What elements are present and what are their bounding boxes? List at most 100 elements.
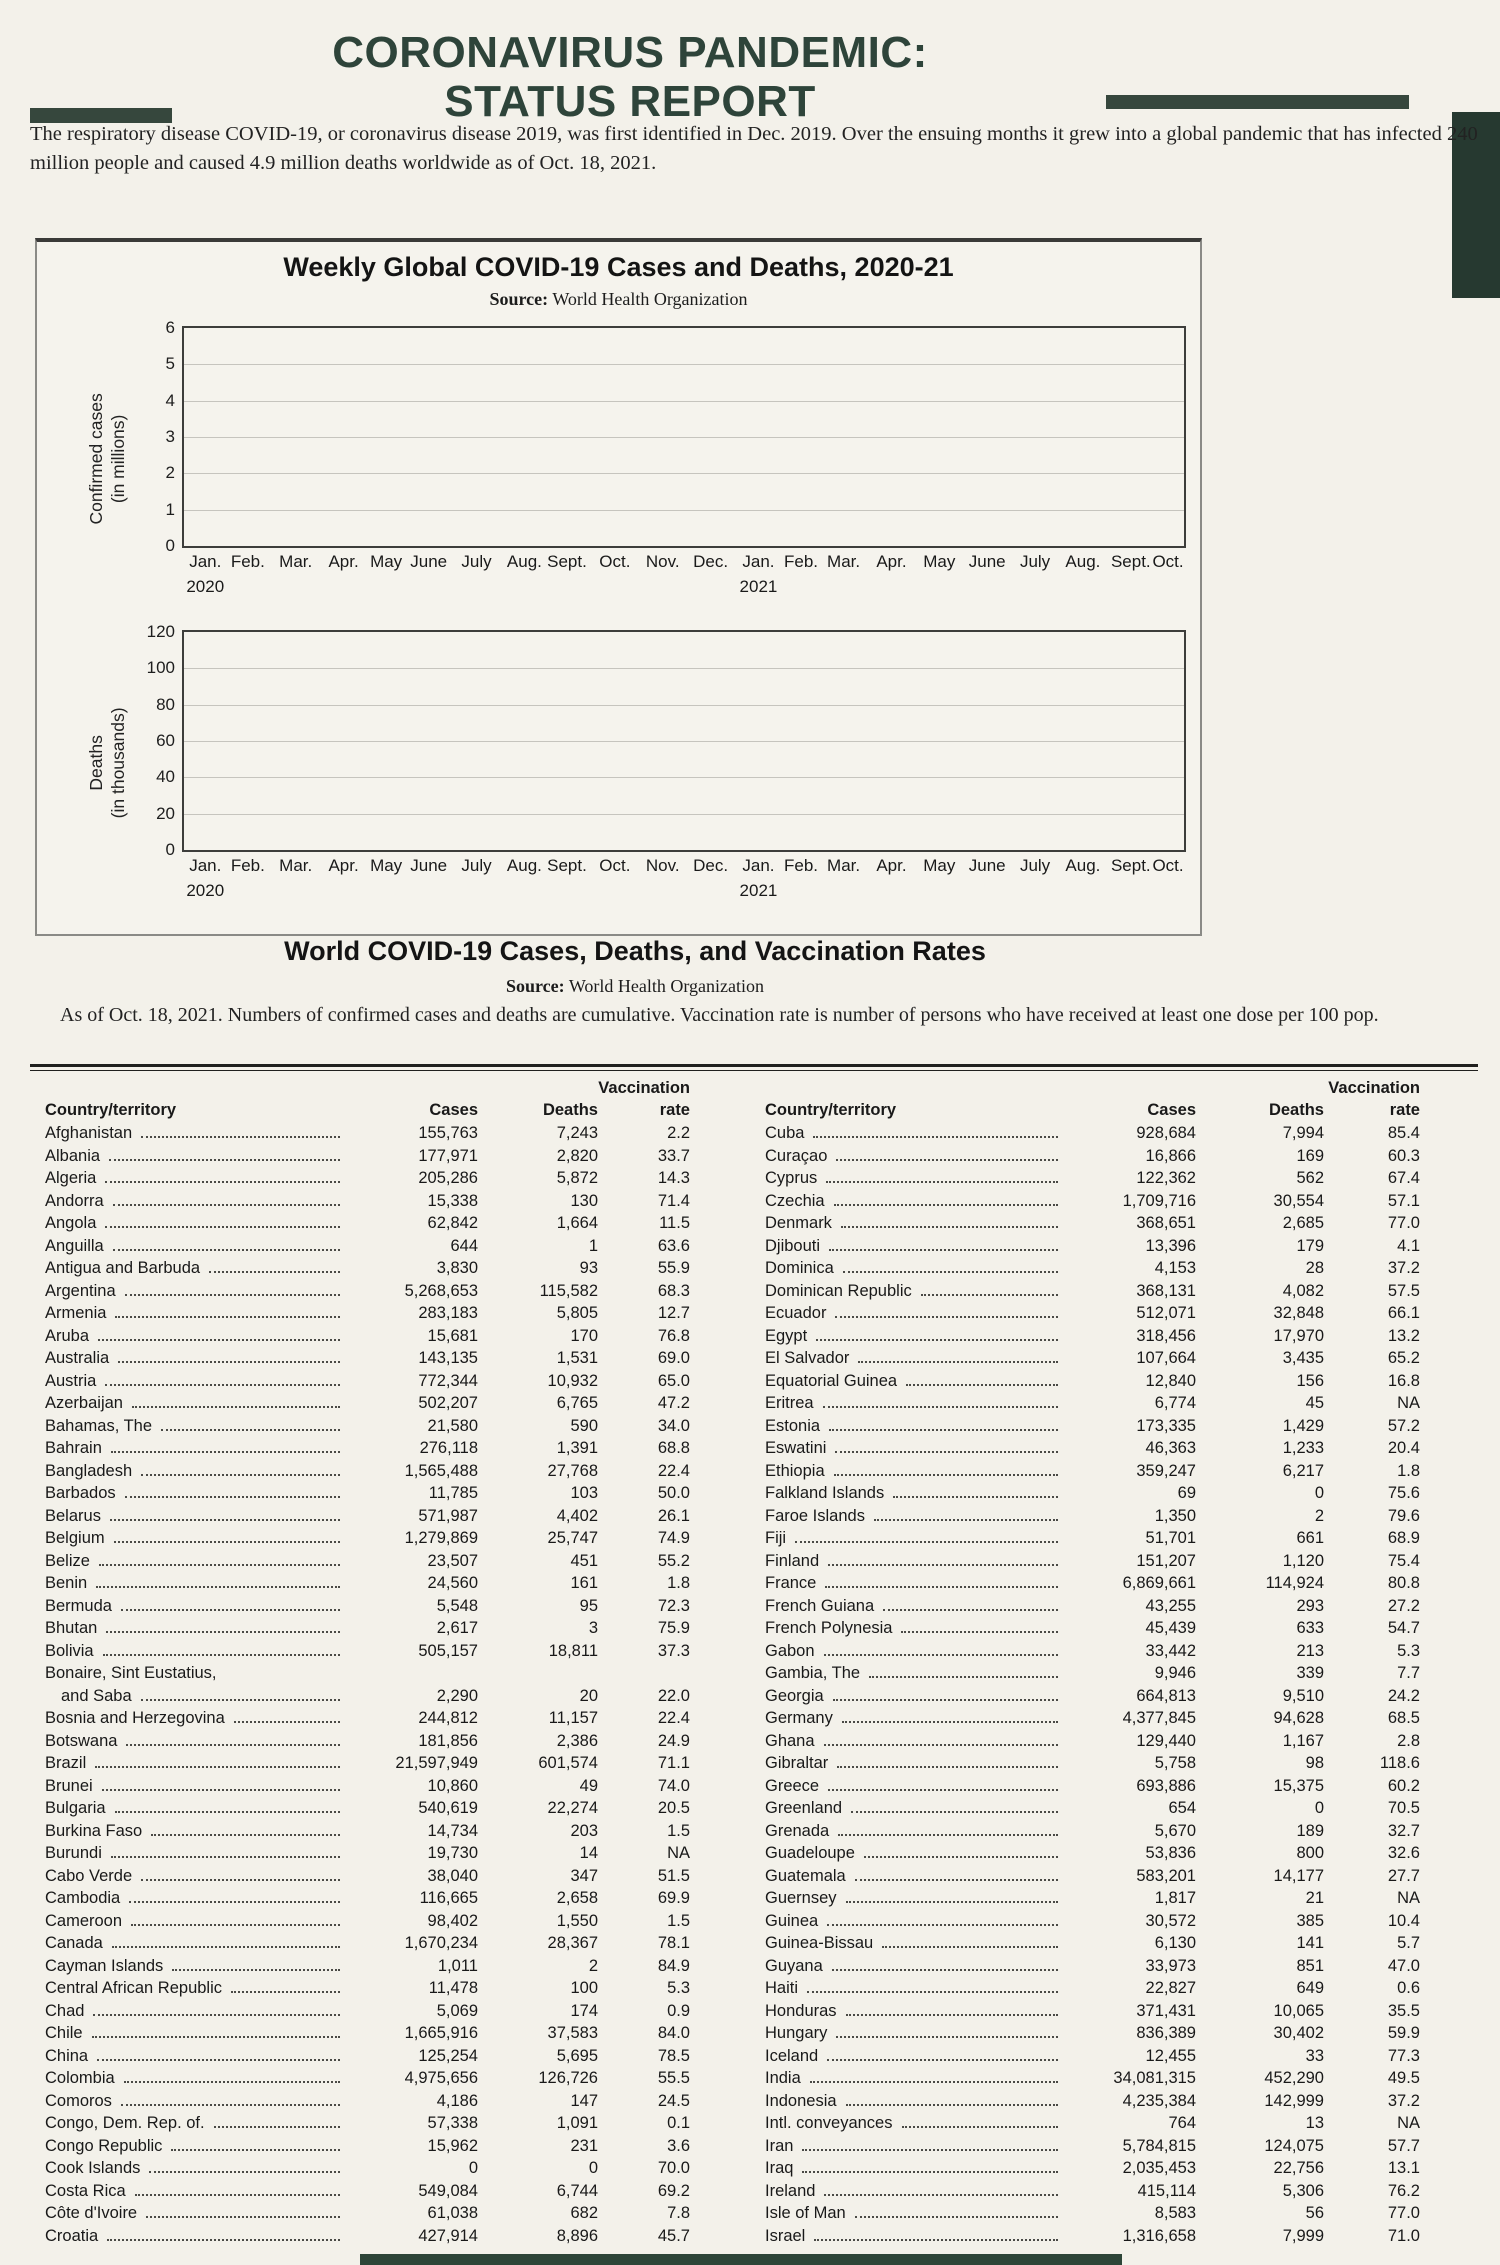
country-column-header: Country/territory <box>765 1101 897 1119</box>
table-row: Equatorial Guinea 12,840 156 16.8 <box>765 1370 1420 1393</box>
cases-value: 664,813 <box>1136 1686 1196 1705</box>
cases-value: 23,507 <box>427 1551 478 1570</box>
x-month-label: Jan. <box>189 856 222 875</box>
country-name: Gambia, The <box>765 1664 861 1682</box>
dot-leader <box>814 2238 1058 2241</box>
vaccination-rate-value: 11.5 <box>659 1214 690 1232</box>
cases-value: 33,442 <box>1145 1641 1196 1660</box>
vaccination-rate-value: 77.3 <box>1387 2046 1420 2065</box>
deaths-value: 49 <box>579 1776 598 1795</box>
bottom-rule <box>360 2254 1122 2265</box>
country-name: Czechia <box>765 1191 825 1210</box>
dot-leader <box>129 1901 340 1903</box>
x-month-label: Mar. <box>827 856 861 875</box>
cases-value: 5,069 <box>436 2001 478 2020</box>
gridline <box>184 777 1184 779</box>
dot-leader <box>838 1833 1058 1836</box>
cases-value: 244,812 <box>418 1709 478 1727</box>
table-row: India 34,081,315 452,290 49.5 <box>765 2067 1420 2090</box>
cases-value: 772,344 <box>418 1371 478 1390</box>
cases-value: 654 <box>1168 1799 1196 1817</box>
table-row: French Polynesia 45,439 633 54.7 <box>765 1617 1420 1640</box>
vaccination-rate-value: 71.4 <box>657 1191 690 1210</box>
dot-leader <box>807 1991 1058 1993</box>
dot-leader <box>118 1361 340 1363</box>
vaccination-rate-value: 1.5 <box>667 1821 690 1840</box>
dot-leader <box>171 2148 340 2151</box>
dot-leader <box>110 1451 340 1453</box>
table-row: Hungary 836,389 30,402 59.9 <box>765 2022 1420 2045</box>
dot-leader <box>114 1811 340 1813</box>
x-month-label: Sept. <box>1110 552 1151 571</box>
cases-value: 368,651 <box>1136 1214 1196 1232</box>
cases-value: 11,785 <box>428 1484 478 1502</box>
x-month-label: Jan. <box>189 552 222 571</box>
deaths-value: 6,217 <box>1282 1461 1324 1480</box>
chart-source-name: World Health Organization <box>552 289 748 309</box>
vaccination-rate-value: 65.2 <box>1387 1349 1420 1367</box>
dot-leader <box>854 1878 1058 1881</box>
country-name: Intl. conveyances <box>765 2114 893 2132</box>
cases-value: 427,914 <box>418 2226 478 2245</box>
vaccination-rate-value: 37.2 <box>1387 1259 1420 1277</box>
cases-value: 836,389 <box>1136 2024 1196 2042</box>
table-row: French Guiana 43,255 293 27.2 <box>765 1595 1420 1618</box>
year-label: 2021 <box>739 577 778 596</box>
cases-value: 5,758 <box>1154 1754 1196 1772</box>
table-row: Isle of Man 8,583 56 77.0 <box>765 2202 1420 2225</box>
vaccination-rate-value: 77.0 <box>1387 1214 1420 1232</box>
vaccination-rate-value: 24.2 <box>1387 1686 1420 1705</box>
cases-value: 1,350 <box>1154 1506 1196 1525</box>
cases-value: 129,440 <box>1136 1731 1196 1750</box>
table-row: Germany 4,377,845 94,628 68.5 <box>765 1707 1420 1730</box>
deaths-value: 7,999 <box>1282 2226 1324 2245</box>
table-row: Cayman Islands 1,011 2 84.9 <box>45 1955 690 1978</box>
deaths-value: 28,367 <box>547 1934 598 1952</box>
country-name: Faroe Islands <box>765 1506 865 1525</box>
report-title-line2: STATUS REPORT <box>444 77 816 127</box>
dot-leader <box>123 2081 340 2083</box>
dot-leader <box>840 1226 1058 1228</box>
cases-value: 540,619 <box>418 1799 478 1817</box>
cases-value: 1,279,869 <box>404 1529 478 1547</box>
table-row: Dominica 4,153 28 37.2 <box>765 1257 1420 1280</box>
deaths-value: 10,065 <box>1273 2001 1324 2020</box>
deaths-column-header: Deaths <box>542 1101 598 1119</box>
dot-leader <box>151 1833 340 1836</box>
country-name: Bermuda <box>45 1596 112 1615</box>
table-row: Gabon 33,442 213 5.3 <box>765 1640 1420 1663</box>
dot-leader <box>836 2036 1058 2038</box>
deaths-value: 7,994 <box>1282 1124 1324 1142</box>
country-name: Isle of Man <box>765 2204 846 2222</box>
table-row: Argentina 5,268,653 115,582 68.3 <box>45 1280 690 1303</box>
column-headers: Country/territory Cases Deaths rate <box>765 1099 1420 1122</box>
table-row: Albania 177,971 2,820 33.7 <box>45 1145 690 1168</box>
cases-value: 1,817 <box>1154 1889 1196 1907</box>
country-name: Chad <box>45 2001 85 2020</box>
country-name: Austria <box>45 1371 97 1390</box>
cases-value: 693,886 <box>1136 1776 1196 1795</box>
table-note: As of Oct. 18, 2021. Numbers of confirme… <box>60 1004 1379 1026</box>
table-row: Ethiopia 359,247 6,217 1.8 <box>765 1460 1420 1483</box>
gridline <box>184 704 1184 706</box>
table-row: Israel 1,316,658 7,999 71.0 <box>765 2225 1420 2248</box>
x-month-label: Sept. <box>1110 856 1151 875</box>
deaths-value: 0 <box>1314 1484 1324 1502</box>
x-month-label: Apr. <box>328 856 359 875</box>
deaths-value: 14,177 <box>1273 1866 1324 1885</box>
dot-leader <box>829 1428 1058 1431</box>
table-row: Canada 1,670,234 28,367 78.1 <box>45 1932 690 1955</box>
deaths-value: 293 <box>1296 1596 1324 1615</box>
table-row: Andorra 15,338 130 71.4 <box>45 1190 690 1213</box>
cases-value: 371,431 <box>1136 2001 1196 2020</box>
x-month-label: June <box>410 856 448 875</box>
deaths-value: 11,157 <box>548 1709 598 1727</box>
dot-leader <box>149 2171 340 2173</box>
y-tick-label: 60 <box>156 731 175 750</box>
dot-leader <box>833 1473 1058 1476</box>
country-name: Guinea-Bissau <box>765 1934 874 1952</box>
deaths-value: 141 <box>1296 1934 1324 1952</box>
cases-value: 125,254 <box>418 2046 478 2065</box>
country-name: Armenia <box>45 1304 107 1322</box>
table-row: Croatia 427,914 8,896 45.7 <box>45 2225 690 2248</box>
